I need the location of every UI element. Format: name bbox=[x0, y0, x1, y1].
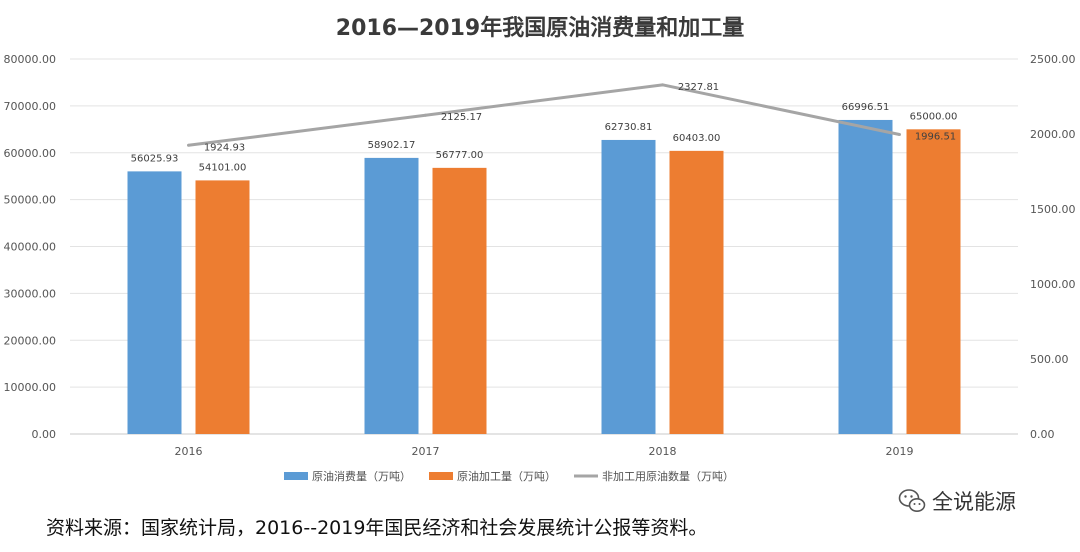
bar bbox=[906, 129, 961, 434]
line-point bbox=[661, 83, 664, 87]
line-data-label: 2125.17 bbox=[441, 112, 482, 123]
bar-data-label: 65000.00 bbox=[910, 111, 958, 122]
source-note: 资料来源：国家统计局，2016--2019年国民经济和社会发展统计公报等资料。 bbox=[46, 517, 708, 539]
bar bbox=[127, 171, 182, 434]
line-data-label: 1924.93 bbox=[204, 142, 245, 153]
x-tick-label: 2016 bbox=[175, 445, 203, 458]
y-left-tick-label: 10000.00 bbox=[4, 381, 57, 394]
left-axis: 0.00 10000.00 20000.00 30000.00 40000.00 5000… bbox=[4, 53, 57, 441]
bar-data-label: 62730.81 bbox=[605, 122, 653, 133]
legend-label: 原油消费量（万吨） bbox=[312, 469, 411, 483]
bar bbox=[195, 180, 250, 434]
chart-title: 2016—2019年我国原油消费量和加工量 bbox=[336, 15, 744, 41]
y-right-tick-label: 2500.00 bbox=[1030, 53, 1076, 66]
data-labels: 56025.93 54101.00 58902.17 56777.00 62730.81… bbox=[131, 82, 958, 174]
x-axis: 2016 2017 2018 2019 bbox=[175, 445, 914, 458]
legend-label: 原油加工量（万吨） bbox=[457, 469, 556, 483]
y-right-tick-label: 2000.00 bbox=[1030, 128, 1076, 141]
watermark-text: 全说能源 bbox=[932, 490, 1016, 514]
legend-label: 非加工用原油数量（万吨） bbox=[602, 469, 734, 483]
y-right-tick-label: 0.00 bbox=[1030, 428, 1055, 441]
bar bbox=[669, 150, 724, 434]
y-right-tick-label: 1000.00 bbox=[1030, 278, 1076, 291]
y-left-tick-label: 40000.00 bbox=[4, 241, 57, 254]
x-tick-label: 2018 bbox=[649, 445, 677, 458]
line-data-label: 1996.51 bbox=[915, 132, 956, 143]
line-data-label: 2327.81 bbox=[678, 82, 719, 93]
y-left-tick-label: 50000.00 bbox=[4, 194, 57, 207]
y-left-tick-label: 60000.00 bbox=[4, 147, 57, 160]
bar-data-label: 56025.93 bbox=[131, 153, 179, 164]
bar bbox=[838, 119, 893, 434]
watermark: 全说能源 bbox=[898, 486, 1016, 516]
line-point bbox=[187, 143, 190, 147]
line-point bbox=[424, 113, 427, 117]
line-series bbox=[187, 83, 901, 147]
y-left-tick-label: 20000.00 bbox=[4, 334, 57, 347]
line-point bbox=[898, 133, 901, 137]
chart: 2016—2019年我国原油消费量和加工量 0.00 10000.00 20000.… bbox=[4, 15, 1076, 483]
y-right-tick-label: 1500.00 bbox=[1030, 203, 1076, 216]
bar-data-label: 58902.17 bbox=[368, 140, 416, 151]
y-left-tick-label: 80000.00 bbox=[4, 53, 57, 66]
y-left-tick-label: 0.00 bbox=[32, 428, 57, 441]
bar-data-label: 66996.51 bbox=[842, 102, 890, 113]
legend-swatch bbox=[284, 472, 308, 480]
y-left-tick-label: 30000.00 bbox=[4, 287, 57, 300]
bar-data-label: 54101.00 bbox=[199, 162, 247, 173]
legend: 原油消费量（万吨） 原油加工量（万吨） 非加工用原油数量（万吨） bbox=[284, 469, 734, 483]
wechat-icon bbox=[898, 489, 926, 512]
bar bbox=[364, 157, 419, 435]
x-tick-label: 2017 bbox=[412, 445, 440, 458]
bar-data-label: 56777.00 bbox=[436, 150, 484, 161]
bar-data-label: 60403.00 bbox=[673, 133, 721, 144]
right-axis: 0.00 500.00 1000.00 1500.00 2000.00 2500.00 bbox=[1030, 53, 1076, 441]
y-left-tick-label: 70000.00 bbox=[4, 100, 57, 113]
bar bbox=[601, 139, 656, 434]
line-series-path bbox=[188, 83, 900, 147]
bars bbox=[127, 119, 961, 435]
bar bbox=[432, 167, 487, 434]
x-tick-label: 2019 bbox=[886, 445, 914, 458]
y-right-tick-label: 500.00 bbox=[1030, 353, 1069, 366]
legend-swatch bbox=[429, 472, 453, 480]
